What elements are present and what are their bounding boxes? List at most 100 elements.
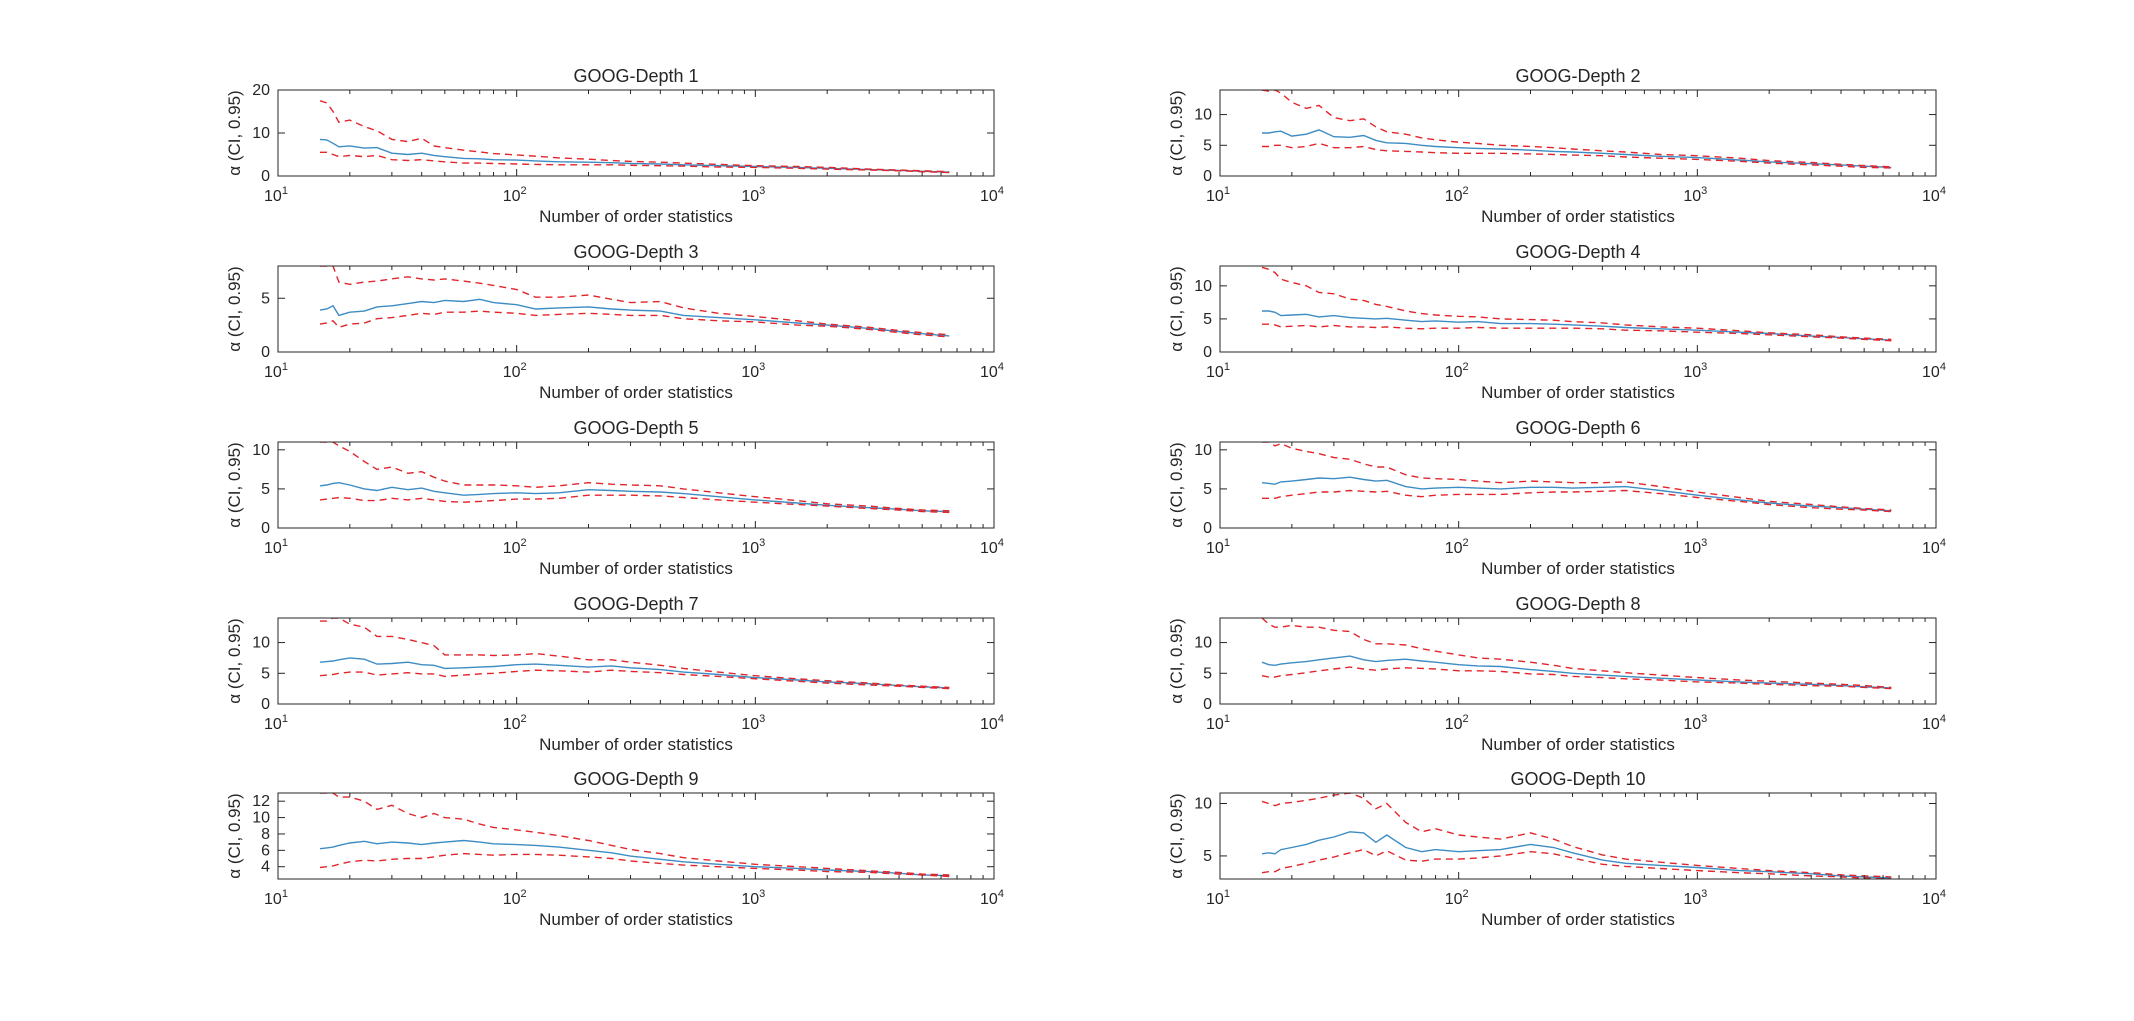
- x-tick-label-exponent: 3: [759, 713, 765, 725]
- y-tick-label: 5: [1203, 137, 1212, 154]
- x-tick-label-exponent: 3: [759, 537, 765, 549]
- x-tick-label-exponent: 1: [282, 185, 288, 197]
- y-tick-label: 0: [1203, 696, 1212, 713]
- series-lower-line: [1261, 848, 1892, 879]
- x-tick-label-base: 10: [1922, 891, 1940, 908]
- y-tick-label: 5: [1203, 848, 1212, 865]
- x-tick-label: 102: [1445, 185, 1469, 205]
- x-tick-label-base: 10: [1683, 188, 1701, 205]
- y-tick-label: 0: [261, 520, 270, 537]
- y-tick-label: 5: [261, 481, 270, 498]
- x-tick-label-exponent: 4: [1940, 888, 1946, 900]
- x-tick-label-exponent: 2: [1463, 713, 1469, 725]
- y-axis-label: α (CI, 0.95): [225, 793, 244, 878]
- x-tick-label: 101: [264, 888, 288, 908]
- y-tick-label: 12: [252, 793, 270, 810]
- y-tick-label: 4: [261, 859, 270, 876]
- series-upper-line: [320, 618, 950, 689]
- series-lower-line: [320, 151, 950, 174]
- series-upper-line: [1261, 90, 1892, 168]
- series-estimate-line: [319, 657, 950, 689]
- x-tick-label: 102: [1445, 713, 1469, 733]
- subplot-title: GOOG-Depth 1: [573, 66, 698, 86]
- y-tick-label: 20: [252, 82, 270, 99]
- x-tick-label-exponent: 4: [1940, 713, 1946, 725]
- x-tick-label-exponent: 2: [1463, 361, 1469, 373]
- x-axis-label: Number of order statistics: [539, 559, 733, 578]
- x-tick-label: 101: [1206, 888, 1230, 908]
- y-tick-label: 8: [261, 826, 270, 843]
- x-tick-label-base: 10: [1206, 540, 1224, 557]
- x-tick-label-base: 10: [1683, 891, 1701, 908]
- x-tick-label-base: 10: [1683, 364, 1701, 381]
- x-tick-label: 103: [1683, 713, 1707, 733]
- y-tick-label: 5: [1203, 665, 1212, 682]
- y-axis-label: α (CI, 0.95): [1167, 618, 1186, 703]
- x-tick-label-base: 10: [980, 540, 998, 557]
- y-tick-label: 10: [252, 810, 270, 827]
- x-tick-label: 102: [503, 888, 527, 908]
- y-axis-label: α (CI, 0.95): [225, 442, 244, 527]
- series-upper-line: [320, 442, 950, 512]
- y-axis-label: α (CI, 0.95): [1167, 90, 1186, 175]
- x-axis-label: Number of order statistics: [1481, 207, 1675, 226]
- axes-box: [1219, 617, 1937, 705]
- series-estimate-line: [319, 839, 950, 877]
- x-tick-label: 102: [1445, 537, 1469, 557]
- x-tick-label: 103: [1683, 537, 1707, 557]
- y-tick-label: 5: [261, 665, 270, 682]
- x-tick-label-base: 10: [264, 188, 282, 205]
- x-tick-label-exponent: 3: [759, 185, 765, 197]
- x-tick-label-base: 10: [1206, 364, 1224, 381]
- x-tick-label: 102: [503, 361, 527, 381]
- x-tick-label-exponent: 4: [1940, 361, 1946, 373]
- series-estimate-line: [319, 481, 950, 513]
- x-tick-label-exponent: 4: [998, 537, 1004, 549]
- x-axis-label: Number of order statistics: [1481, 383, 1675, 402]
- y-tick-label: 10: [1194, 635, 1212, 652]
- x-tick-label-base: 10: [503, 364, 521, 381]
- x-tick-label-base: 10: [1445, 540, 1463, 557]
- series-upper-line: [319, 100, 950, 173]
- x-tick-label-base: 10: [1922, 364, 1940, 381]
- y-axis-label: α (CI, 0.95): [1167, 793, 1186, 878]
- x-tick-label: 101: [264, 185, 288, 205]
- x-tick-label-base: 10: [1445, 716, 1463, 733]
- x-tick-label-base: 10: [264, 364, 282, 381]
- x-tick-label-exponent: 1: [282, 361, 288, 373]
- series-upper-line: [1261, 793, 1892, 878]
- x-tick-label-base: 10: [741, 364, 759, 381]
- x-tick-label-exponent: 3: [1701, 888, 1707, 900]
- x-tick-label: 101: [264, 537, 288, 557]
- x-tick-label: 104: [980, 361, 1004, 381]
- x-tick-label-exponent: 2: [521, 185, 527, 197]
- x-tick-label: 103: [741, 185, 765, 205]
- x-tick-label: 102: [503, 713, 527, 733]
- x-tick-label-exponent: 3: [1701, 537, 1707, 549]
- x-tick-label-base: 10: [503, 188, 521, 205]
- series-lower-line: [1262, 489, 1892, 513]
- x-tick-label: 104: [1922, 185, 1946, 205]
- series-estimate-line: [319, 298, 950, 337]
- series-lower-line: [319, 669, 950, 690]
- x-tick-label-base: 10: [1206, 188, 1224, 205]
- x-axis-label: Number of order statistics: [539, 383, 733, 402]
- y-tick-label: 5: [1203, 311, 1212, 328]
- y-axis-label: α (CI, 0.95): [1167, 442, 1186, 527]
- x-tick-label-exponent: 2: [521, 888, 527, 900]
- x-tick-label: 104: [1922, 888, 1946, 908]
- y-tick-label: 0: [1203, 344, 1212, 361]
- x-tick-label: 103: [741, 888, 765, 908]
- x-tick-label-base: 10: [741, 891, 759, 908]
- x-tick-label-exponent: 3: [1701, 185, 1707, 197]
- subplot-title: GOOG-Depth 5: [573, 418, 698, 438]
- y-tick-label: 10: [252, 635, 270, 652]
- x-tick-label-base: 10: [1922, 540, 1940, 557]
- x-tick-label-exponent: 1: [1224, 361, 1230, 373]
- series-estimate-line: [1262, 310, 1892, 341]
- x-tick-label-base: 10: [264, 540, 282, 557]
- x-tick-label-exponent: 2: [521, 537, 527, 549]
